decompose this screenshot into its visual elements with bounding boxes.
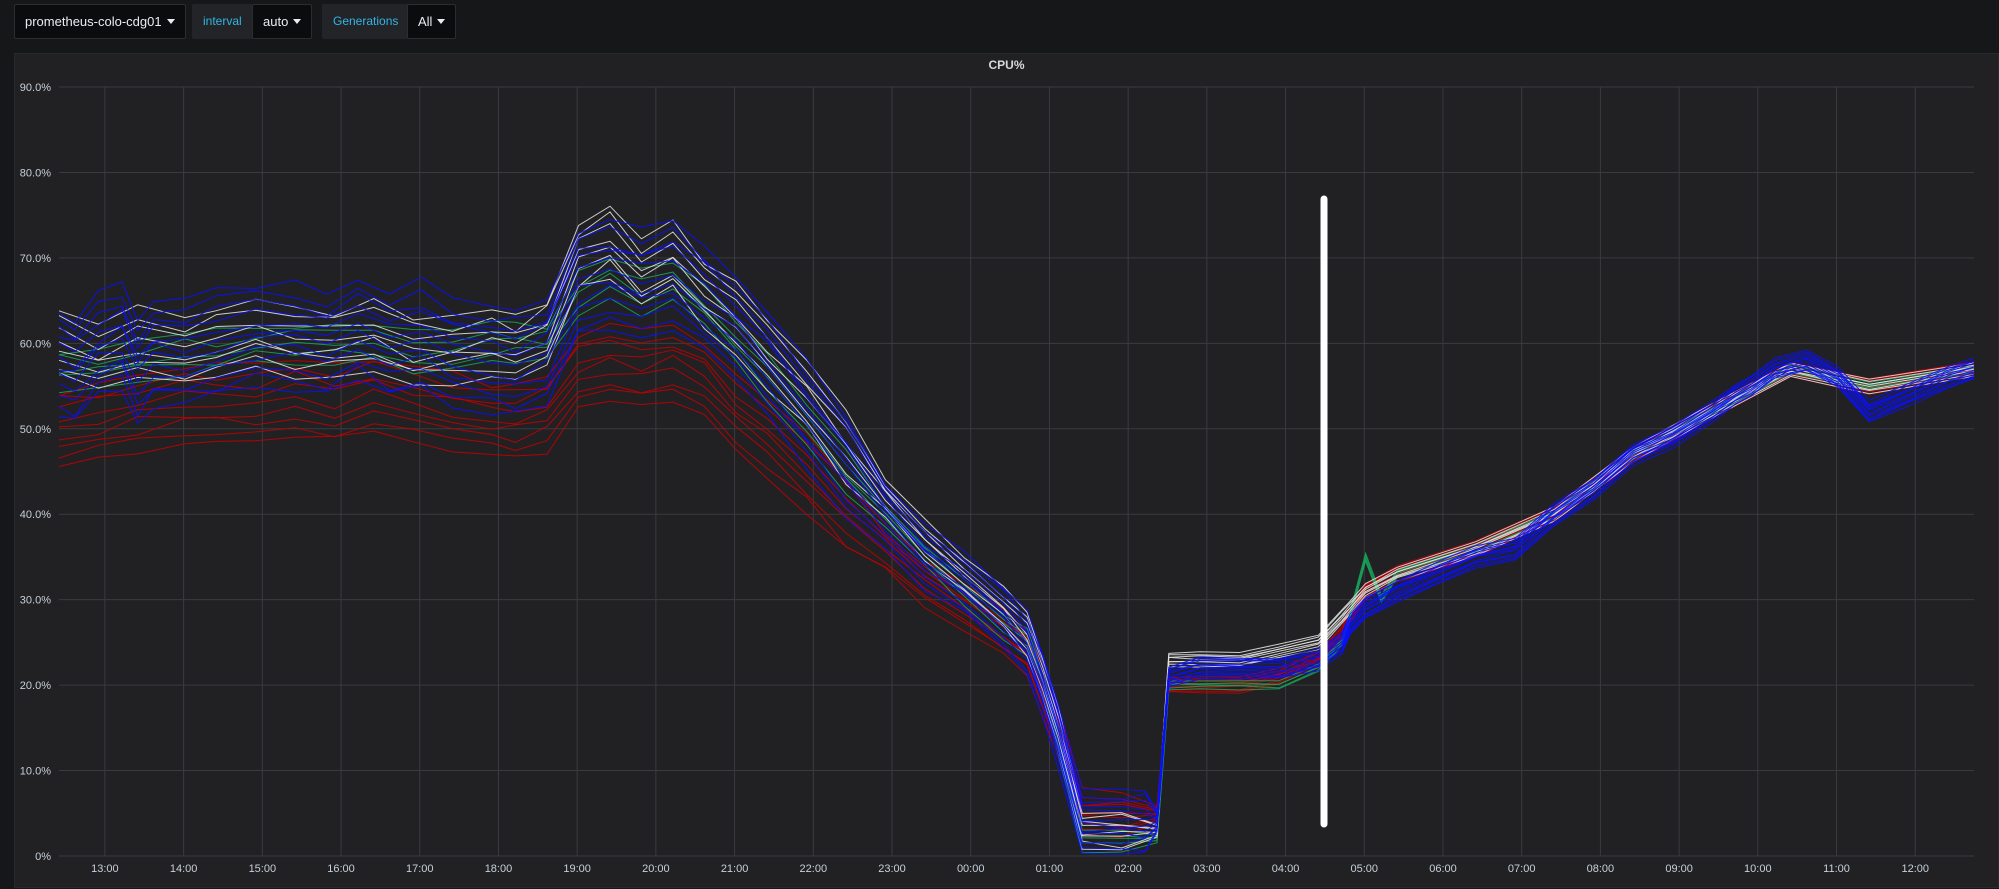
series-line-blue[interactable] (58, 329, 1975, 855)
x-tick-label: 12:00 (1901, 863, 1929, 875)
x-tick-label: 13:00 (91, 863, 119, 875)
series-line-white[interactable] (58, 240, 1975, 830)
series-line-blue[interactable] (58, 219, 1975, 814)
series-line-white[interactable] (58, 254, 1975, 837)
series-line-green[interactable] (58, 272, 1975, 839)
series-line-blue[interactable] (58, 268, 1975, 822)
caret-down-icon (166, 19, 175, 24)
series-line-red[interactable] (58, 339, 1975, 811)
series-line-blue[interactable] (58, 241, 1975, 816)
series-line-blue[interactable] (58, 305, 1975, 845)
series-line-white[interactable] (58, 278, 1975, 851)
cpu-graph-panel: CPU% 0% 10.0% 20.0% 30.0% 40.0% 50.0% 60.0% 70.… (14, 53, 1999, 888)
y-tick-label: 20.0% (20, 680, 51, 692)
series-line-white[interactable] (58, 211, 1975, 826)
chart-grid (59, 86, 1974, 857)
datasource-dropdown[interactable]: prometheus-colo-cdg01 (14, 4, 186, 39)
y-tick-label: 70.0% (20, 253, 51, 265)
series-line-red[interactable] (58, 336, 1975, 809)
x-tick-label: 21:00 (721, 863, 749, 875)
x-tick-label: 10:00 (1744, 863, 1772, 875)
series-line-blue[interactable] (58, 257, 1975, 820)
x-tick-label: 06:00 (1429, 863, 1457, 875)
x-tick-label: 09:00 (1665, 863, 1693, 875)
x-tick-label: 18:00 (485, 863, 513, 875)
x-tick-label: 14:00 (170, 863, 198, 875)
series-line-white[interactable] (58, 205, 1975, 826)
x-tick-label: 02:00 (1114, 863, 1142, 875)
generations-label: Generations (322, 4, 410, 39)
x-tick-label: 11:00 (1823, 863, 1850, 875)
x-tick-label: 22:00 (800, 863, 828, 875)
cpu-line-chart[interactable]: 0% 10.0% 20.0% 30.0% 40.0% 50.0% 60.0% 70.0% 80.… (15, 54, 1999, 889)
x-tick-label: 17:00 (406, 863, 434, 875)
series-line-blue[interactable] (58, 281, 1975, 829)
x-tick-label: 00:00 (957, 863, 985, 875)
x-tick-label: 08:00 (1587, 863, 1615, 875)
x-tick-label: 15:00 (249, 863, 277, 875)
x-tick-label: 04:00 (1272, 863, 1300, 875)
y-tick-label: 10.0% (20, 766, 51, 778)
series-line-blue[interactable] (58, 226, 1975, 815)
x-tick-label: 01:00 (1036, 863, 1064, 875)
x-tick-label: 05:00 (1350, 863, 1378, 875)
x-tick-label: 03:00 (1193, 863, 1221, 875)
interval-value: auto (263, 14, 289, 29)
y-tick-label: 0% (35, 851, 51, 863)
y-tick-label: 50.0% (20, 424, 51, 436)
x-tick-label: 19:00 (563, 863, 591, 875)
series-line-green[interactable] (58, 269, 1975, 839)
series-line-red[interactable] (58, 372, 1975, 831)
series-line-blue[interactable] (58, 297, 1975, 839)
dashboard-toolbar: prometheus-colo-cdg01 interval auto Gene… (0, 0, 1999, 46)
x-axis: 13:00 14:00 15:00 16:00 17:00 18:00 19:00 20:00… (91, 863, 1929, 875)
series-line-red[interactable] (58, 367, 1975, 819)
x-tick-label: 20:00 (642, 863, 670, 875)
series-lines (58, 205, 1975, 855)
y-axis: 0% 10.0% 20.0% 30.0% 40.0% 50.0% 60.0% 70.0% 80.… (20, 82, 51, 863)
series-line-green[interactable] (58, 258, 1975, 837)
y-tick-label: 40.0% (20, 509, 51, 521)
series-line-blue[interactable] (58, 316, 1975, 852)
series-line-red[interactable] (58, 322, 1975, 807)
series-line-green[interactable] (58, 286, 1975, 844)
y-tick-label: 90.0% (20, 82, 51, 94)
y-tick-label: 80.0% (20, 167, 51, 179)
caret-down-icon (293, 19, 302, 24)
generations-value: All (418, 14, 433, 29)
series-line-green[interactable] (58, 297, 1975, 854)
panel-title[interactable]: CPU% (988, 58, 1025, 72)
caret-down-icon (437, 19, 446, 24)
series-line-blue[interactable] (58, 245, 1975, 819)
generations-dropdown[interactable]: All (407, 4, 457, 39)
y-tick-label: 30.0% (20, 595, 51, 607)
datasource-value: prometheus-colo-cdg01 (25, 14, 162, 29)
x-tick-label: 23:00 (878, 863, 906, 875)
y-tick-label: 60.0% (20, 338, 51, 350)
interval-label: interval (192, 4, 253, 39)
series-line-blue[interactable] (58, 284, 1975, 833)
series-line-red[interactable] (58, 349, 1975, 812)
x-tick-label: 16:00 (327, 863, 355, 875)
series-line-white[interactable] (58, 258, 1975, 849)
interval-dropdown[interactable]: auto (252, 4, 313, 39)
x-tick-label: 07:00 (1508, 863, 1536, 875)
